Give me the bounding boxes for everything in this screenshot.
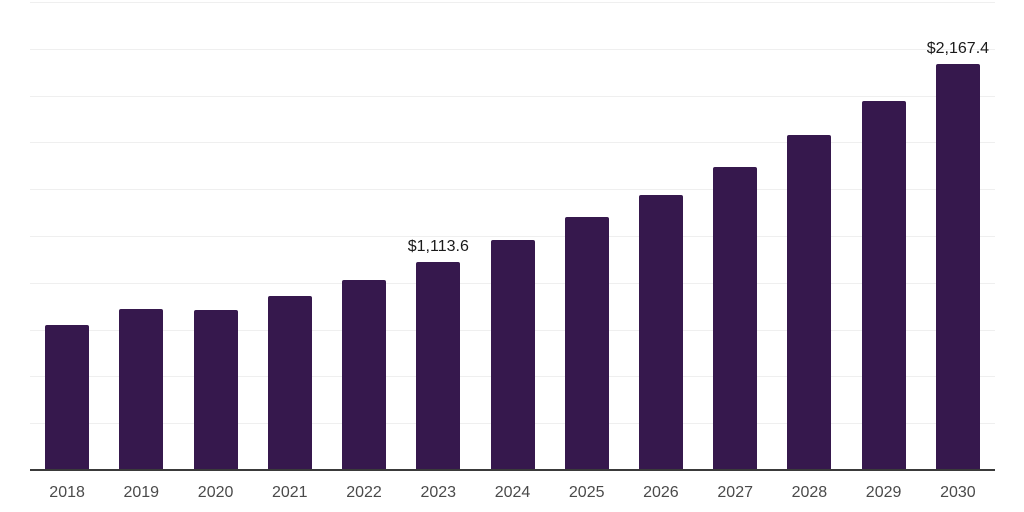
gridline — [30, 142, 995, 144]
x-axis-label-2025: 2025 — [568, 484, 605, 501]
x-axis-label-2026: 2026 — [643, 484, 679, 501]
bar-2020 — [193, 309, 238, 470]
bar-2018 — [45, 324, 90, 470]
x-axis-label-2023: 2023 — [420, 484, 457, 501]
x-axis-label-2027: 2027 — [717, 484, 753, 501]
data-label-2023: $1,113.6 — [407, 237, 469, 255]
x-axis-label-2022: 2022 — [346, 484, 382, 501]
bar-2019 — [119, 308, 164, 470]
gridline — [30, 189, 995, 191]
x-axis-label-2029: 2029 — [865, 484, 902, 501]
gridline — [30, 48, 995, 50]
x-axis-label-2030: 2030 — [940, 484, 976, 501]
bar-2030 — [935, 64, 980, 470]
x-axis-label-2019: 2019 — [123, 484, 160, 501]
gridline — [30, 236, 995, 237]
bar-2026 — [639, 195, 683, 470]
gridline — [30, 2, 995, 3]
bar-2027 — [713, 167, 758, 470]
gridline — [30, 95, 995, 97]
x-axis-label-2021: 2021 — [271, 484, 308, 501]
bar-2021 — [267, 295, 312, 470]
bar-2023 — [416, 261, 461, 470]
data-label-2030: $2,167.4 — [926, 40, 990, 58]
x-axis-label-2018: 2018 — [49, 484, 85, 501]
bar-2025 — [564, 216, 609, 470]
bar-2029 — [861, 101, 906, 470]
x-axis-line — [30, 469, 995, 471]
bar-2024 — [490, 239, 535, 470]
bar-2022 — [342, 279, 386, 470]
x-axis-label-2028: 2028 — [791, 484, 828, 501]
x-axis-label-2024: 2024 — [494, 484, 531, 501]
bar-2028 — [787, 135, 832, 470]
x-axis-label-2020: 2020 — [197, 484, 234, 501]
